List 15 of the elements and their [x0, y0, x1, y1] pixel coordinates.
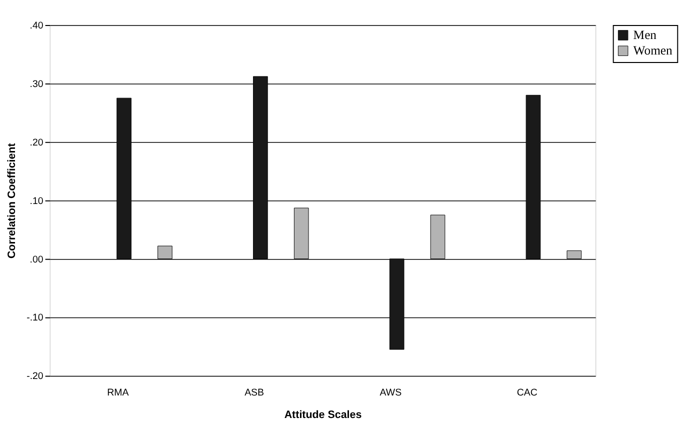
- legend-label: Men: [633, 28, 658, 42]
- y-tick-label: .40: [30, 20, 44, 32]
- y-tick-label: -.20: [26, 371, 44, 382]
- x-axis-title: Attitude Scales: [284, 409, 362, 422]
- legend-label: Women: [633, 44, 674, 58]
- x-tick-label: RMA: [107, 388, 130, 399]
- y-tick-label: .00: [30, 254, 44, 266]
- y-tick-label: .30: [30, 78, 44, 90]
- x-tick-label: ASB: [244, 388, 264, 399]
- y-tick-label: .20: [30, 137, 44, 148]
- y-tick-label: -.10: [26, 312, 44, 324]
- y-axis-title: Correlation Coefficient: [6, 142, 18, 259]
- x-tick-label: AWS: [380, 388, 402, 399]
- y-tick-label: .10: [30, 196, 44, 207]
- x-tick-label: CAC: [516, 388, 538, 399]
